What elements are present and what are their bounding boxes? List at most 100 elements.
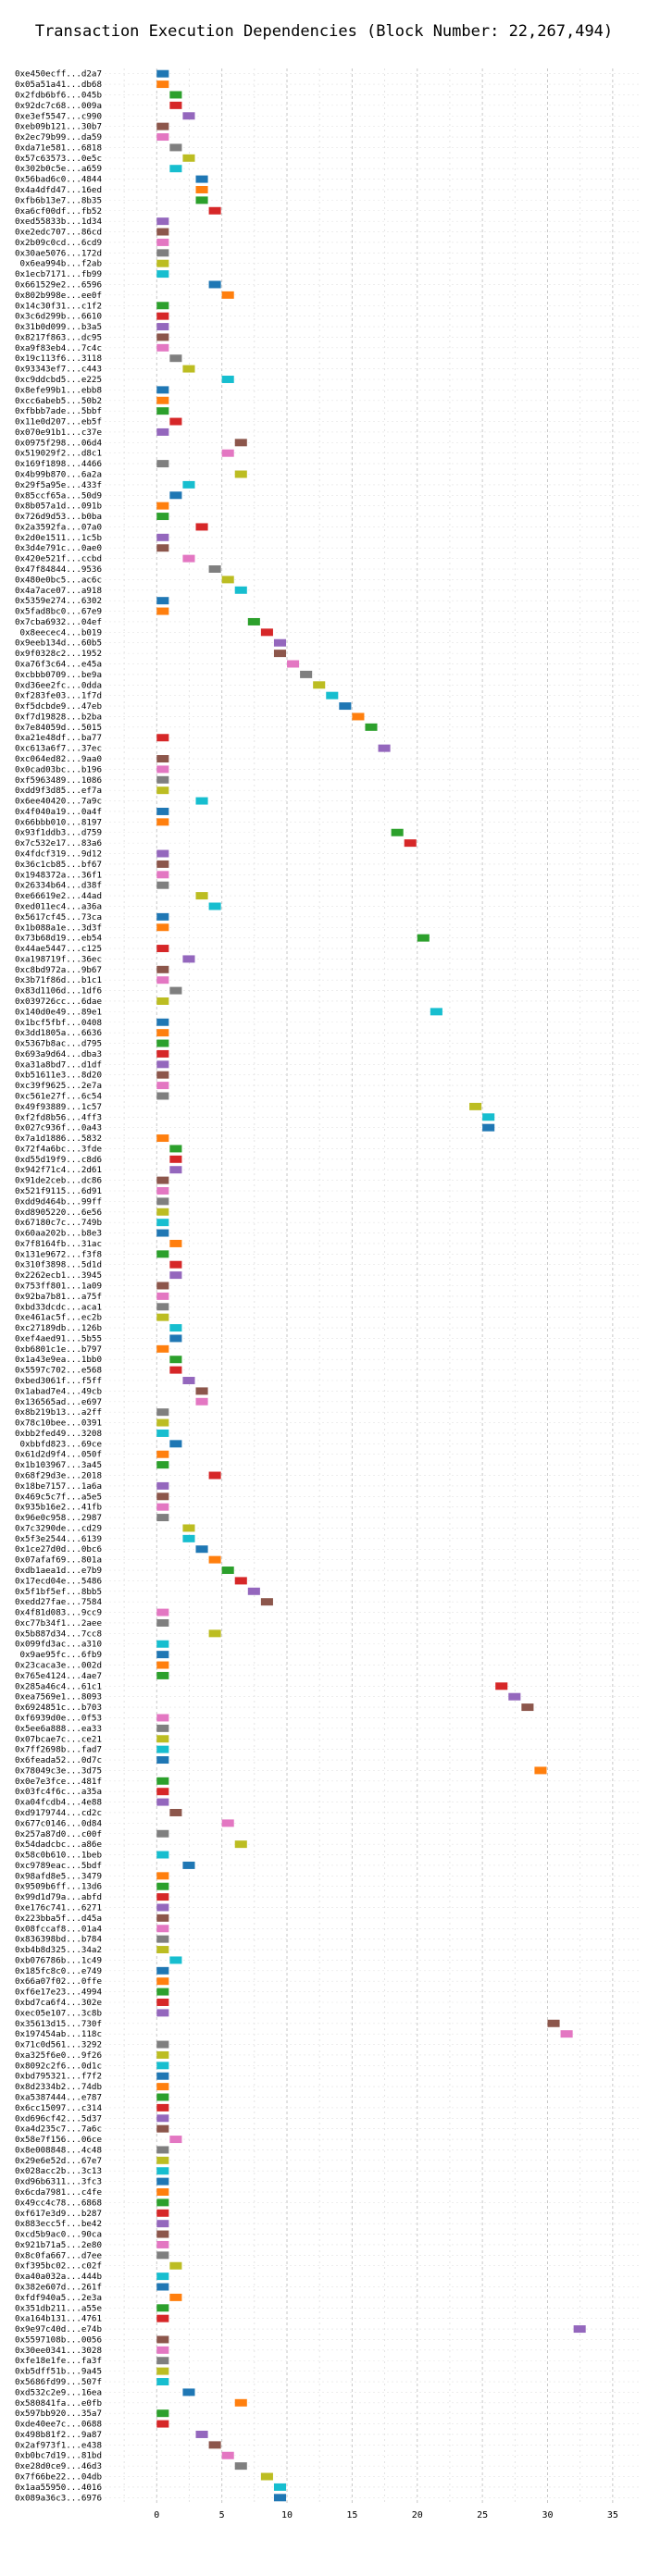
y-tick-label: 0xc39f9625...2e7a bbox=[15, 1081, 102, 1091]
y-tick-label: 0xeb09b121...30b7 bbox=[15, 122, 102, 132]
bar bbox=[156, 1018, 169, 1026]
bar bbox=[156, 2093, 169, 2101]
y-tick-label: 0x5ee6a888...ea33 bbox=[15, 1724, 102, 1734]
bar bbox=[195, 1397, 208, 1406]
bar bbox=[156, 1187, 169, 1195]
bar bbox=[365, 723, 378, 731]
bar bbox=[156, 217, 169, 226]
y-tick-label: 0x3c6d299b...6610 bbox=[15, 312, 102, 322]
y-tick-label: 0xe176c741...6271 bbox=[15, 1902, 102, 1913]
bar bbox=[156, 2357, 169, 2365]
chart-title: Transaction Execution Dependencies (Bloc… bbox=[34, 22, 614, 41]
y-tick-label: 0x7cba6932...04ef bbox=[15, 617, 102, 627]
bar bbox=[156, 1872, 169, 1880]
y-tick-label: 0xb0bc7d19...81bd bbox=[15, 2451, 102, 2461]
bar bbox=[352, 712, 365, 721]
bar bbox=[534, 1766, 547, 1775]
bar bbox=[182, 1524, 195, 1532]
y-tick-label: 0x9509b6ff...13d6 bbox=[15, 1882, 102, 1892]
bar bbox=[156, 1851, 169, 1859]
bar bbox=[156, 69, 169, 78]
y-tick-label: 0xf6e17e23...4994 bbox=[15, 1988, 103, 1998]
bar bbox=[156, 1071, 169, 1079]
y-tick-label: 0xa21e48df...ba77 bbox=[15, 733, 102, 743]
bar bbox=[156, 818, 169, 826]
y-tick-label: 0x67180c7c...749b bbox=[15, 1218, 102, 1228]
y-tick-label: 0xa04fcdb4...4e88 bbox=[15, 1798, 102, 1808]
x-tick-label: 0 bbox=[154, 2510, 159, 2520]
y-tick-label: 0x028acc2b...3c13 bbox=[15, 2166, 102, 2176]
y-tick-label: 0x677c0146...0d84 bbox=[15, 1818, 103, 1828]
y-tick-label: 0xcc6abeb5...50b2 bbox=[15, 396, 102, 406]
y-tick-label: 0x039726cc...6dae bbox=[15, 997, 102, 1007]
bar bbox=[156, 228, 169, 236]
y-tick-label: 0xb51611e3...8d20 bbox=[15, 1071, 102, 1081]
bar bbox=[234, 1577, 247, 1585]
bar bbox=[208, 1471, 221, 1480]
y-tick-label: 0xc9789eac...5bdf bbox=[15, 1861, 102, 1871]
y-tick-label: 0x8efe99b1...ebb8 bbox=[15, 385, 102, 395]
bar bbox=[156, 502, 169, 510]
y-tick-label: 0xa31a8bd7...d1df bbox=[15, 1059, 102, 1070]
y-tick-label: 0xc8bd972a...9b67 bbox=[15, 965, 102, 975]
y-tick-label: 0xbed3061f...f5ff bbox=[15, 1376, 102, 1386]
y-tick-label: 0xbd7ca6f4...302e bbox=[15, 1998, 102, 2008]
y-tick-label: 0x1ecb7171...fb99 bbox=[15, 269, 102, 279]
bar bbox=[156, 2240, 169, 2248]
bar bbox=[156, 333, 169, 341]
bar bbox=[208, 280, 221, 289]
y-tick-label: 0x310f3898...5d1d bbox=[15, 1260, 102, 1270]
y-tick-label: 0xe2edc707...86cd bbox=[15, 228, 102, 238]
y-tick-label: 0x935b16e2...41fb bbox=[15, 1503, 102, 1513]
y-tick-label: 0x71c0d561...3292 bbox=[15, 2040, 102, 2050]
y-tick-label: 0x1948372a...36f1 bbox=[15, 870, 102, 880]
bar bbox=[156, 2050, 169, 2059]
y-tick-label: 0x1a43e9ea...1bb0 bbox=[15, 1355, 102, 1365]
y-tick-label: 0x4f81d083...9cc9 bbox=[15, 1608, 102, 1618]
y-tick-label: 0x49cc4c78...6868 bbox=[15, 2198, 102, 2208]
y-tick-label: 0x93f1ddb3...d759 bbox=[15, 828, 102, 838]
bar bbox=[156, 1661, 169, 1669]
y-tick-label: 0x6cc15097...c314 bbox=[15, 2103, 103, 2113]
y-tick-label: 0xe28d0ce9...46d3 bbox=[15, 2461, 102, 2471]
bar bbox=[156, 1408, 169, 1417]
bar bbox=[156, 1250, 169, 1258]
y-tick-label: 0xdd9d464b...99ff bbox=[15, 1196, 102, 1207]
y-tick-label: 0x5f3e2544...6139 bbox=[15, 1534, 102, 1544]
bar bbox=[169, 2261, 182, 2270]
bar bbox=[560, 2030, 573, 2038]
bar bbox=[156, 965, 169, 973]
bar bbox=[169, 2293, 182, 2301]
bar bbox=[156, 2346, 169, 2354]
y-tick-label: 0xfe18e1fe...fa3f bbox=[15, 2356, 102, 2366]
y-tick-label: 0x36c1cb85...bf67 bbox=[15, 860, 102, 870]
y-tick-label: 0x921b71a5...2e80 bbox=[15, 2240, 102, 2250]
bar bbox=[169, 1166, 182, 1174]
bar bbox=[156, 323, 169, 331]
y-tick-label: 0x8c0fa667...d7ee bbox=[15, 2250, 102, 2260]
bar bbox=[156, 249, 169, 257]
bar bbox=[391, 828, 404, 836]
y-tick-label: 0x0975f298...06d4 bbox=[15, 438, 103, 448]
y-tick-label: 0x31b0d099...b3a5 bbox=[15, 322, 102, 332]
y-tick-label: 0x72f4a6bc...3fde bbox=[15, 1144, 102, 1154]
y-tick-label: 0xde40ee7c...0688 bbox=[15, 2420, 102, 2430]
y-tick-label: 0x9eeb134d...60b5 bbox=[15, 638, 102, 649]
y-tick-label: 0x351db211...a55e bbox=[15, 2303, 102, 2313]
bar bbox=[169, 1808, 182, 1816]
bar bbox=[156, 2167, 169, 2175]
bar bbox=[234, 470, 247, 478]
y-tick-label: 0x57c63573...0e5c bbox=[15, 154, 102, 164]
y-tick-label: 0xed55833b...1d34 bbox=[15, 217, 103, 227]
y-tick-label: 0x580841fa...e0fb bbox=[15, 2398, 102, 2409]
y-tick-label: 0x66bbb010...8197 bbox=[15, 817, 102, 827]
y-tick-label: 0x30ee0341...3028 bbox=[15, 2346, 102, 2356]
y-tick-label: 0x661529e2...6596 bbox=[15, 279, 102, 290]
y-tick-label: 0xfbbb7ade...5bbf bbox=[15, 406, 102, 416]
bar bbox=[156, 1798, 169, 1806]
y-tick-label: 0x5f1bf5ef...8bb5 bbox=[15, 1587, 102, 1597]
y-tick-label: 0x2a3592fa...07a0 bbox=[15, 522, 102, 532]
y-tick-label: 0x521f9115...6d91 bbox=[15, 1186, 102, 1196]
y-tick-label: 0x58e7f156...06ce bbox=[15, 2135, 102, 2145]
y-tick-label: 0x6feada52...0d7c bbox=[15, 1755, 102, 1765]
